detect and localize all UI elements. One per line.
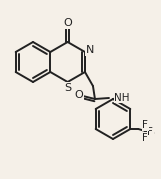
Text: F: F [147, 127, 153, 137]
Text: N: N [86, 45, 94, 55]
Text: F: F [142, 120, 148, 130]
Text: F: F [142, 133, 148, 143]
Text: S: S [64, 83, 71, 93]
Text: NH: NH [114, 93, 130, 103]
Text: O: O [63, 18, 72, 28]
Text: O: O [75, 90, 83, 100]
